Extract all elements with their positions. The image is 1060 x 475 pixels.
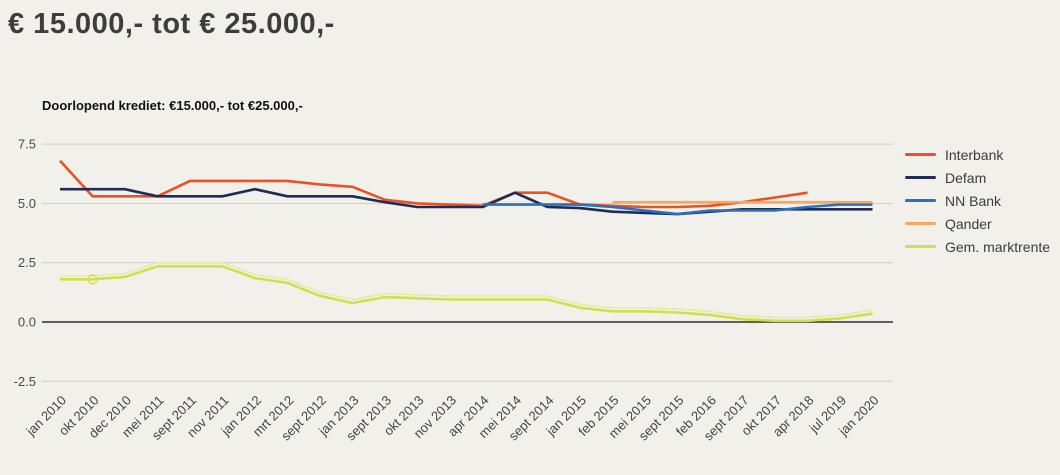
series-line-interbank[interactable] bbox=[59, 159, 808, 209]
chart-title: Doorlopend krediet: €15.000,- tot €25.00… bbox=[42, 98, 303, 113]
legend-swatch-interbank bbox=[905, 153, 936, 156]
legend-swatch-defam bbox=[905, 176, 936, 179]
legend-label-nn-bank: NN Bank bbox=[945, 192, 1002, 209]
legend-item-interbank[interactable]: Interbank bbox=[905, 143, 1050, 166]
series-line-gem-marktrente[interactable] bbox=[60, 264, 873, 323]
legend-item-nn-bank[interactable]: NN Bank bbox=[905, 189, 1050, 212]
point-marker-gem-marktrente[interactable] bbox=[87, 274, 98, 285]
legend-item-qander[interactable]: Qander bbox=[905, 212, 1050, 235]
y-tick-label: 7.5 bbox=[18, 137, 36, 152]
y-tick-label: 2.5 bbox=[18, 255, 36, 270]
y-tick-label: 0.0 bbox=[18, 315, 36, 330]
legend-label-qander: Qander bbox=[945, 215, 992, 232]
legend-item-gem-marktrente[interactable]: Gem. marktrente bbox=[905, 235, 1050, 258]
legend-swatch-qander bbox=[905, 222, 936, 225]
legend-label-interbank: Interbank bbox=[945, 146, 1004, 163]
page-title: € 15.000,- tot € 25.000,- bbox=[8, 8, 335, 40]
legend-label-defam: Defam bbox=[945, 169, 987, 186]
legend-swatch-gem-marktrente bbox=[905, 245, 936, 248]
series-echo-gem-marktrente bbox=[60, 262, 873, 318]
y-tick-label: 5.0 bbox=[18, 196, 36, 211]
chart-legend: Interbank Defam NN Bank Qander Gem. marktren… bbox=[905, 143, 1050, 258]
legend-label-gem-marktrente: Gem. marktrente bbox=[945, 238, 1051, 255]
legend-swatch-nn-bank bbox=[905, 199, 936, 202]
legend-item-defam[interactable]: Defam bbox=[905, 166, 1050, 189]
y-tick-label: -2.5 bbox=[14, 374, 36, 389]
series-line-nn-bank[interactable] bbox=[482, 203, 873, 216]
